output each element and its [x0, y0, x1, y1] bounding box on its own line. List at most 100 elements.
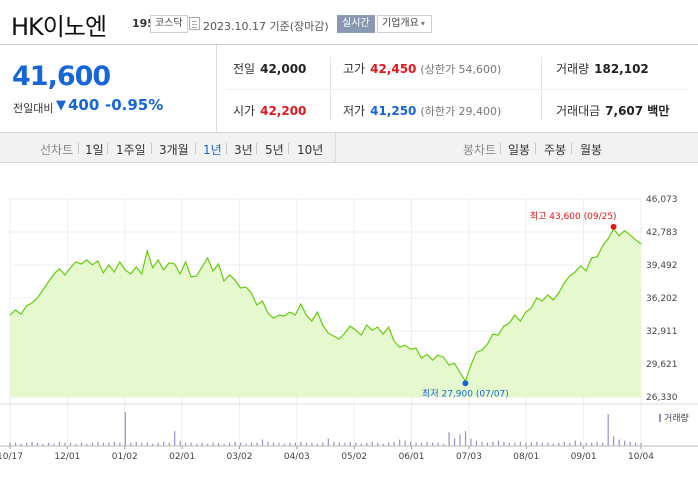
volume-bar — [75, 443, 77, 446]
x-tick-label: 07/03 — [456, 452, 482, 462]
prev-close: 전일 42,000 — [233, 60, 306, 76]
x-tick-label: 04/03 — [284, 452, 310, 462]
period-3y[interactable]: 3년 — [234, 143, 253, 157]
calendar-icon — [189, 17, 200, 30]
volume-bar — [80, 442, 83, 446]
candle-chart-label: 봉차트 — [463, 143, 497, 157]
volume-bar — [212, 442, 214, 446]
volume-bar — [338, 442, 340, 446]
volume-bar — [223, 443, 225, 446]
volume-bar — [245, 443, 247, 446]
volume-bar — [640, 442, 642, 446]
y-tick-label: 42,783 — [646, 228, 678, 238]
low-value: 41,250 — [370, 104, 417, 118]
x-tick-label: 03/02 — [226, 452, 252, 462]
period-3m[interactable]: 3개월 — [159, 143, 189, 157]
volume-bar — [234, 441, 236, 446]
low-label: 저가 — [343, 104, 366, 118]
low-marker — [462, 380, 469, 387]
volume-bar — [453, 438, 456, 446]
volume-bar — [47, 442, 50, 446]
volume-bar — [294, 442, 297, 446]
volume-bar — [464, 431, 467, 446]
prev-close-label: 전일 — [233, 62, 256, 76]
price-line — [9, 227, 642, 383]
volume-bar — [53, 443, 55, 446]
divider — [107, 143, 108, 154]
x-tick-label: 10/04 — [628, 452, 654, 462]
volume: 거래량 182,102 — [556, 60, 649, 76]
volume-bar — [322, 442, 324, 446]
volume-bar — [618, 439, 620, 446]
volume-bar — [547, 442, 549, 446]
volume-bar — [404, 440, 406, 446]
volume-bar — [366, 442, 368, 446]
volume-bar — [141, 442, 143, 446]
high-marker — [610, 223, 617, 230]
divider — [288, 143, 289, 154]
volume-bar — [574, 440, 576, 446]
period-1y[interactable]: 1년 — [203, 143, 222, 157]
realtime-button[interactable]: 실시간 — [337, 15, 375, 33]
volume-bar — [344, 442, 346, 446]
volume-bar — [179, 440, 181, 446]
chevron-down-icon: ▾ — [420, 19, 425, 28]
down-triangle-icon: ▼ — [56, 98, 66, 113]
y-axis: 46,073 42,783 39,492 36,202 32,911 29,621 26,3… — [646, 195, 678, 403]
x-tick-label: 06/01 — [399, 452, 425, 462]
price-area — [10, 228, 641, 397]
y-tick-label: 26,330 — [646, 393, 678, 403]
volume-bar — [278, 442, 280, 446]
volume-bar — [9, 442, 11, 446]
volume-bar — [525, 442, 527, 446]
change-value: 400 — [68, 96, 100, 114]
period-1d[interactable]: 1일 — [85, 143, 104, 157]
volume-bar — [585, 442, 587, 446]
volume-bar — [459, 434, 461, 446]
x-tick-label: 09/01 — [571, 452, 597, 462]
candle-weekly[interactable]: 주봉 — [544, 143, 567, 157]
volume-bar — [492, 441, 494, 446]
y-tick-label: 46,073 — [646, 195, 678, 205]
volume-bar — [272, 442, 275, 446]
volume-bar — [168, 442, 170, 446]
candle-monthly[interactable]: 월봉 — [580, 143, 603, 157]
volume-bar — [185, 442, 187, 446]
volume-legend: 거래량 — [664, 412, 689, 424]
volume-bar — [14, 442, 17, 446]
volume-bar — [442, 443, 445, 446]
volume-bar — [393, 441, 395, 446]
line-chart-label: 선차트 — [40, 143, 74, 157]
lower-limit: (하한가 29,400) — [420, 105, 502, 118]
volume-bar — [135, 441, 137, 446]
open: 시가 42,200 — [233, 102, 306, 118]
volume-bar — [437, 442, 439, 446]
volume-bar — [86, 443, 88, 446]
candle-daily[interactable]: 일봉 — [508, 143, 531, 157]
amount-value: 7,607 백만 — [605, 104, 670, 118]
period-5y[interactable]: 5년 — [265, 143, 284, 157]
volume-bar — [602, 442, 604, 446]
volume-bar — [536, 441, 538, 446]
volume-bar — [607, 414, 609, 446]
current-price: 41,600 — [12, 61, 111, 92]
period-1w[interactable]: 1주일 — [116, 143, 146, 157]
volume-bar — [629, 441, 631, 446]
volume-bar — [124, 412, 126, 446]
period-10y[interactable]: 10년 — [297, 143, 324, 157]
volume-bar — [410, 441, 412, 446]
volume-bar — [31, 441, 33, 446]
volume-bar — [102, 442, 104, 446]
volume-legend-swatch — [659, 414, 661, 422]
volume-bar — [42, 443, 44, 446]
change-rate: -0.95% — [105, 96, 164, 114]
volume-bar — [563, 441, 565, 446]
divider — [335, 133, 336, 162]
volume-bar — [475, 440, 478, 446]
volume-bar — [261, 439, 264, 446]
current-price-box: 41,600 전일대비 ▼ 400 -0.95% — [0, 45, 217, 133]
volume-bar — [470, 438, 472, 446]
volume-bars — [9, 412, 642, 446]
corp-info-dropdown[interactable]: 기업개요 ▾ — [377, 15, 432, 33]
volume-bar — [514, 442, 516, 446]
